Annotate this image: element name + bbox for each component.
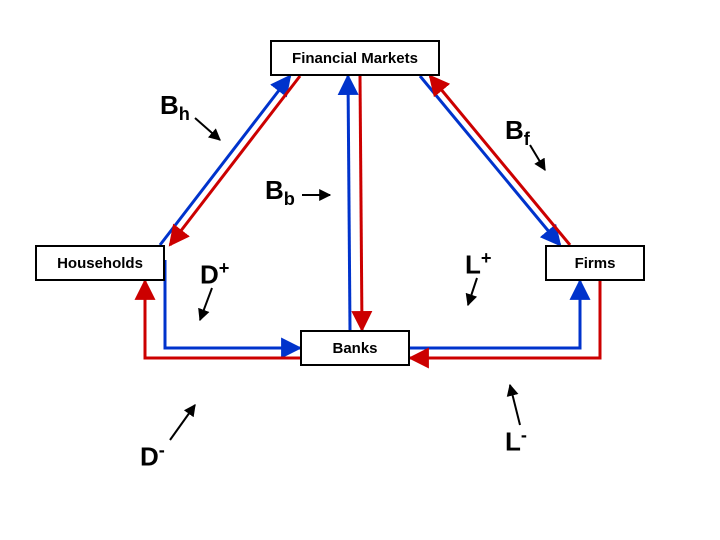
annot-Lminus [510,385,520,425]
annot-Dminus [170,405,195,440]
annot-Bh [195,118,220,140]
node-label: Households [57,255,143,272]
node-firms: Firms [545,245,645,281]
annot-Bf [530,145,545,170]
annot-Dplus [200,288,212,320]
edge-banks-hh-red [145,281,300,358]
node-label: Banks [332,340,377,357]
label-Dminus: D- [140,440,165,473]
label-Bh: Bh [160,90,190,125]
label-Lplus: L+ [465,248,492,281]
annot-Lplus [468,278,477,305]
edge-banks-fm-blue [348,76,350,330]
edge-fm-banks-red [360,76,362,330]
node-label: Financial Markets [292,50,418,67]
label-Dplus: D+ [200,258,229,291]
edge-firms-fm-red [430,76,570,245]
diagram-canvas: Financial Markets Households Banks Firms… [0,0,720,540]
edge-fm-firms-blue [420,76,560,245]
node-banks: Banks [300,330,410,366]
node-financial-markets: Financial Markets [270,40,440,76]
label-Lminus: L- [505,425,527,458]
edge-firms-banks-red [410,281,600,358]
node-label: Firms [575,255,616,272]
node-households: Households [35,245,165,281]
edge-hh-banks-blue [165,260,300,348]
label-Bf: Bf [505,115,530,150]
label-Bb: Bb [265,175,295,210]
edge-banks-firms-blue [410,281,580,348]
